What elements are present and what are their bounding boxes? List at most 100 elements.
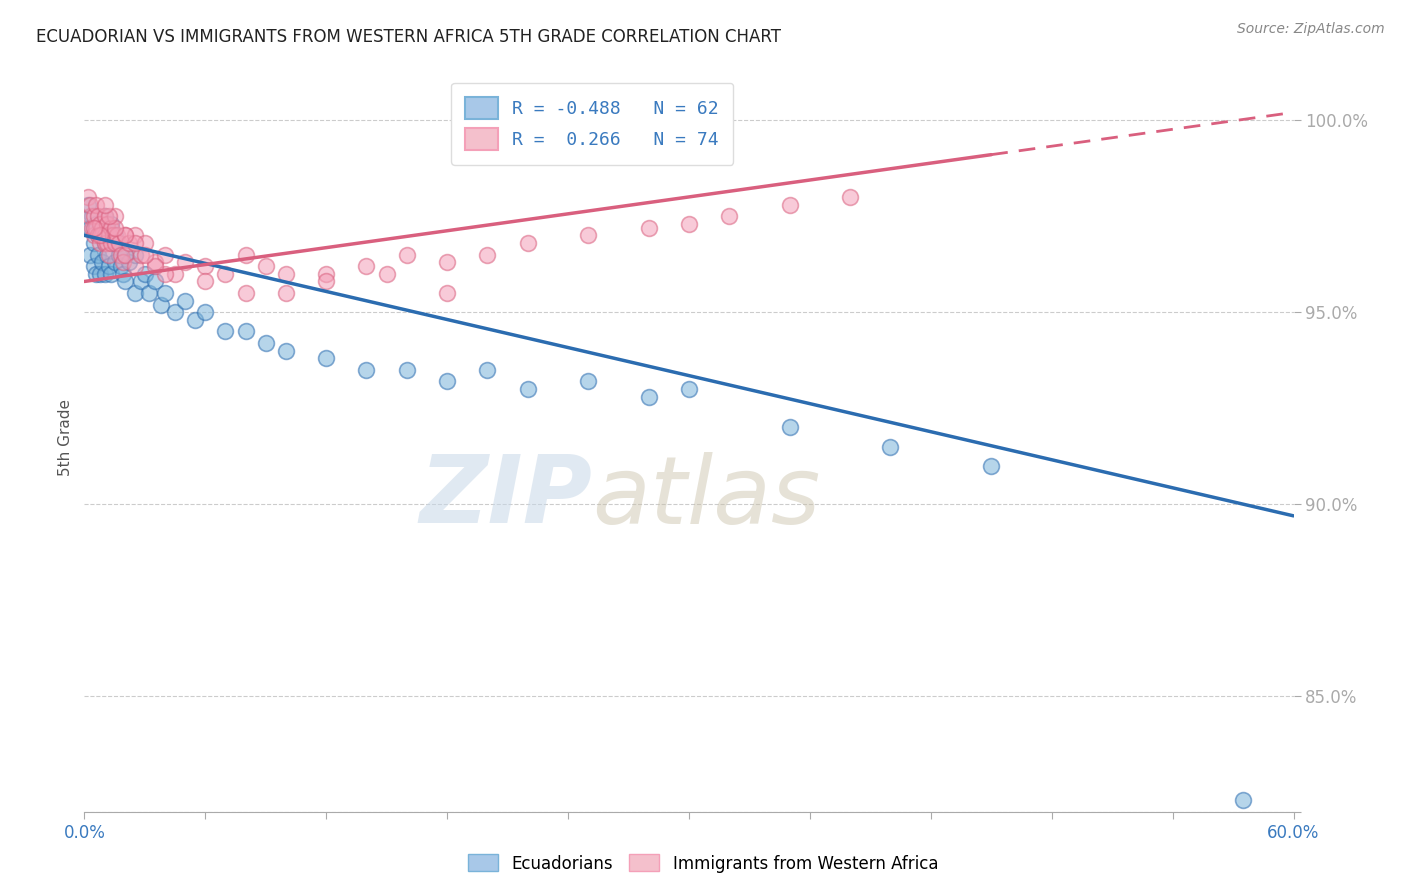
Point: [91, 220, 114, 235]
Point: [110, 247, 132, 261]
Point: [93, 209, 115, 223]
Point: [93, 267, 115, 281]
Point: [104, 228, 127, 243]
Point: [82, 209, 104, 223]
Point: [86, 217, 108, 231]
Point: [516, 235, 538, 250]
Point: [516, 382, 538, 396]
Text: Source: ZipAtlas.com: Source: ZipAtlas.com: [1237, 22, 1385, 37]
Point: [93, 209, 115, 223]
Point: [89, 235, 111, 250]
Point: [124, 228, 146, 243]
Point: [89, 217, 111, 231]
Point: [254, 259, 277, 273]
Point: [436, 285, 458, 300]
Point: [96, 247, 118, 261]
Point: [118, 235, 141, 250]
Point: [134, 235, 156, 250]
Point: [79, 209, 101, 223]
Point: [315, 275, 337, 289]
Point: [83, 259, 105, 273]
Point: [97, 259, 120, 273]
Point: [1232, 793, 1254, 807]
Point: [779, 197, 801, 211]
Point: [879, 440, 901, 454]
Point: [678, 382, 700, 396]
Point: [129, 247, 152, 261]
Point: [149, 297, 172, 311]
Point: [980, 458, 1002, 473]
Point: [839, 190, 862, 204]
Point: [214, 267, 236, 281]
Point: [194, 305, 217, 319]
Point: [129, 275, 152, 289]
Point: [91, 255, 114, 269]
Point: [87, 228, 110, 243]
Point: [79, 220, 101, 235]
Point: [87, 228, 110, 243]
Point: [107, 247, 129, 261]
Point: [89, 267, 111, 281]
Point: [174, 293, 197, 308]
Point: [97, 228, 120, 243]
Point: [477, 363, 499, 377]
Point: [104, 235, 127, 250]
Point: [83, 235, 105, 250]
Point: [274, 285, 297, 300]
Point: [89, 220, 111, 235]
Point: [105, 235, 128, 250]
Point: [97, 209, 120, 223]
Point: [194, 275, 217, 289]
Point: [124, 259, 146, 273]
Point: [100, 235, 122, 250]
Point: [153, 285, 176, 300]
Text: atlas: atlas: [592, 451, 821, 542]
Point: [718, 209, 741, 223]
Point: [124, 247, 146, 261]
Point: [274, 267, 297, 281]
Point: [118, 255, 141, 269]
Point: [91, 228, 114, 243]
Point: [107, 235, 129, 250]
Point: [91, 228, 114, 243]
Point: [111, 267, 134, 281]
Point: [576, 228, 599, 243]
Point: [395, 363, 418, 377]
Point: [87, 247, 110, 261]
Point: [214, 325, 236, 339]
Point: [105, 228, 128, 243]
Point: [134, 247, 156, 261]
Point: [184, 313, 207, 327]
Point: [143, 255, 166, 269]
Point: [82, 220, 104, 235]
Point: [315, 351, 337, 366]
Point: [356, 363, 378, 377]
Point: [93, 197, 115, 211]
Point: [104, 220, 127, 235]
Point: [79, 247, 101, 261]
Point: [235, 247, 257, 261]
Point: [77, 197, 100, 211]
Point: [153, 267, 176, 281]
Point: [138, 285, 160, 300]
Point: [83, 228, 105, 243]
Point: [104, 255, 127, 269]
Point: [104, 209, 127, 223]
Point: [96, 217, 118, 231]
Point: [436, 375, 458, 389]
Point: [100, 217, 122, 231]
Point: [375, 267, 398, 281]
Point: [637, 390, 659, 404]
Point: [83, 220, 105, 235]
Point: [96, 220, 118, 235]
Point: [101, 235, 124, 250]
Point: [174, 255, 197, 269]
Y-axis label: 5th Grade: 5th Grade: [58, 399, 73, 475]
Point: [114, 247, 136, 261]
Point: [165, 305, 187, 319]
Point: [114, 247, 136, 261]
Point: [83, 209, 105, 223]
Point: [356, 259, 378, 273]
Point: [77, 190, 100, 204]
Point: [93, 228, 115, 243]
